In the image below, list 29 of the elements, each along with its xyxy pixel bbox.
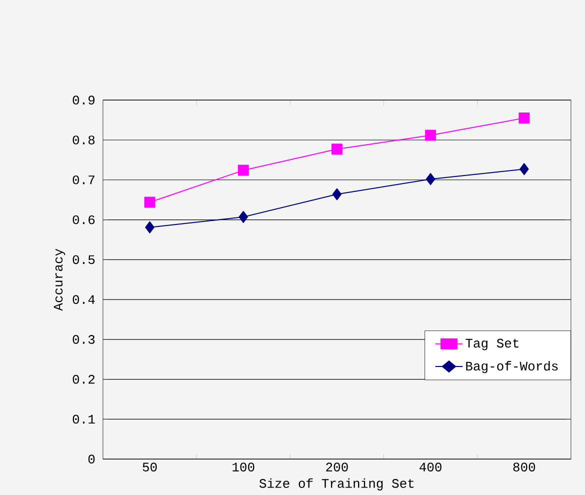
- x-tick-label: 50: [142, 462, 157, 472]
- point: [238, 210, 248, 223]
- x-axis-title: Size of Training Set: [259, 478, 414, 490]
- point: [332, 188, 342, 200]
- point: [144, 196, 156, 208]
- y-tick-label: 0.4: [72, 295, 95, 304]
- point: [238, 164, 249, 176]
- legend-label: Bag-of-Words: [466, 360, 558, 374]
- point: [518, 112, 530, 124]
- point: [425, 130, 436, 141]
- y-tick-label: 0.3: [72, 335, 95, 344]
- y-tick-label: 0.1: [72, 414, 95, 424]
- point: [331, 144, 342, 155]
- y-tick-label: 0.2: [72, 374, 95, 384]
- x-tick-label: 200: [326, 462, 348, 472]
- x-tick-label: 800: [513, 462, 536, 472]
- y-axis-title: Accuracy: [54, 248, 66, 311]
- y-tick-label: 0.8: [72, 136, 95, 144]
- point: [426, 173, 436, 186]
- y-tick-label: 0: [88, 454, 95, 464]
- x-tick-label: 100: [232, 462, 254, 472]
- y-tick-label: 0.5: [72, 255, 95, 264]
- point: [520, 163, 529, 176]
- y-tick-label: 0.6: [72, 215, 95, 224]
- legend-label: Tag Set: [466, 338, 518, 350]
- point: [145, 221, 154, 234]
- y-tick-label: 0.9: [72, 96, 95, 105]
- x-tick-label: 400: [420, 462, 442, 472]
- y-tick-label: 0.7: [72, 175, 94, 184]
